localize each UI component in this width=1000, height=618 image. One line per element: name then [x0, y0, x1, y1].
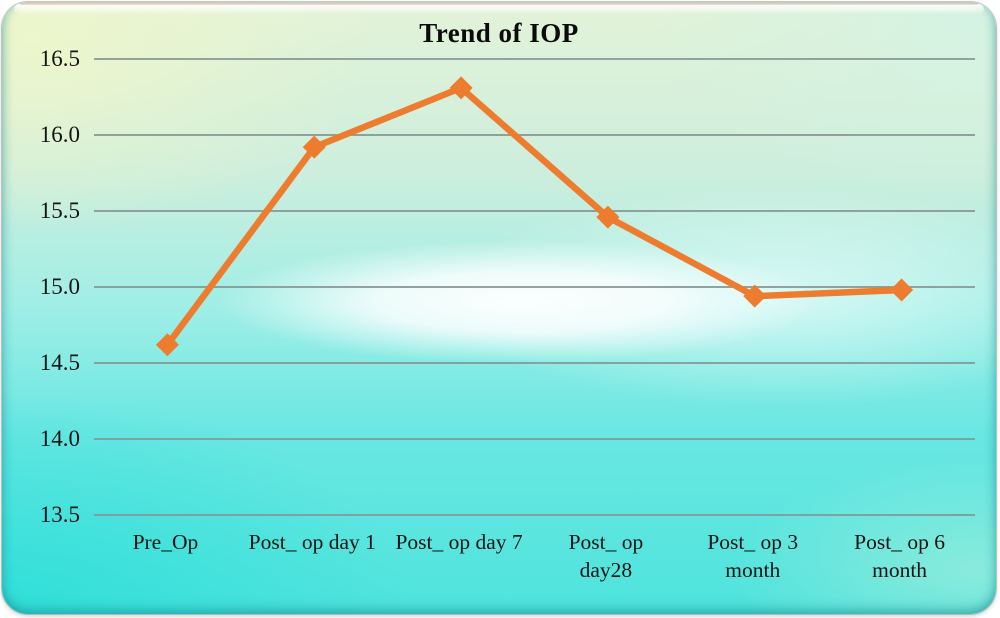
data-point-marker [596, 205, 620, 229]
y-tick-label: 16.5 [39, 46, 80, 71]
data-point-marker [155, 333, 179, 357]
y-tick-label: 15.0 [39, 274, 80, 299]
y-tick-label: 14.5 [39, 350, 80, 375]
x-category-label: Post_ op day28 [568, 530, 644, 582]
y-tick-label: 14.0 [39, 426, 80, 451]
y-tick-label: 13.5 [39, 502, 80, 527]
data-point-marker [302, 135, 326, 159]
x-category-label: Pre_Op [132, 530, 199, 554]
gridlines-group [94, 58, 975, 516]
x-category-label: Post_ op 3 month [707, 530, 799, 582]
x-category-label: Post_ op day 1 [248, 530, 376, 554]
y-tick-label: 16.0 [39, 122, 80, 147]
chart-title: Trend of IOP [419, 18, 579, 48]
data-point-marker [449, 76, 473, 100]
x-category-label: Post_ op 6 month [854, 530, 945, 582]
data-point-marker [890, 278, 914, 302]
series-group [155, 76, 914, 357]
x-category-label: Post_ op day 7 [395, 530, 523, 554]
iop-line-series [164, 84, 905, 349]
y-tick-label: 15.5 [39, 198, 80, 223]
data-point-marker [743, 284, 767, 308]
